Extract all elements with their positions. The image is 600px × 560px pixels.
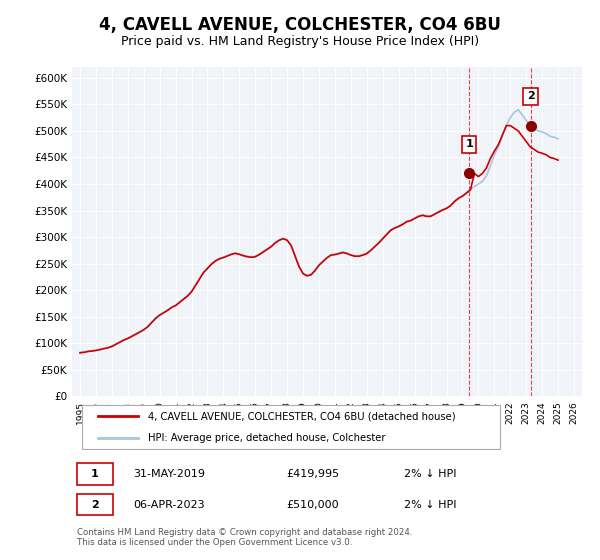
Text: 2: 2	[91, 500, 99, 510]
Bar	[77, 463, 113, 484]
Text: 2% ↓ HPI: 2% ↓ HPI	[404, 469, 456, 479]
Text: £510,000: £510,000	[286, 500, 339, 510]
Text: Price paid vs. HM Land Registry's House Price Index (HPI): Price paid vs. HM Land Registry's House …	[121, 35, 479, 49]
Text: 4, CAVELL AVENUE, COLCHESTER, CO4 6BU: 4, CAVELL AVENUE, COLCHESTER, CO4 6BU	[99, 16, 501, 34]
Text: 2: 2	[527, 91, 535, 101]
FancyBboxPatch shape	[82, 405, 500, 449]
Text: 06-APR-2023: 06-APR-2023	[133, 500, 205, 510]
Text: Contains HM Land Registry data © Crown copyright and database right 2024.
This d: Contains HM Land Registry data © Crown c…	[77, 528, 413, 547]
Text: £419,995: £419,995	[286, 469, 340, 479]
Text: 1: 1	[465, 139, 473, 149]
Text: 4, CAVELL AVENUE, COLCHESTER, CO4 6BU (detached house): 4, CAVELL AVENUE, COLCHESTER, CO4 6BU (d…	[149, 411, 456, 421]
Text: 2% ↓ HPI: 2% ↓ HPI	[404, 500, 456, 510]
Bar	[77, 494, 113, 515]
Text: 31-MAY-2019: 31-MAY-2019	[133, 469, 205, 479]
Text: HPI: Average price, detached house, Colchester: HPI: Average price, detached house, Colc…	[149, 433, 386, 443]
Text: 1: 1	[91, 469, 99, 479]
